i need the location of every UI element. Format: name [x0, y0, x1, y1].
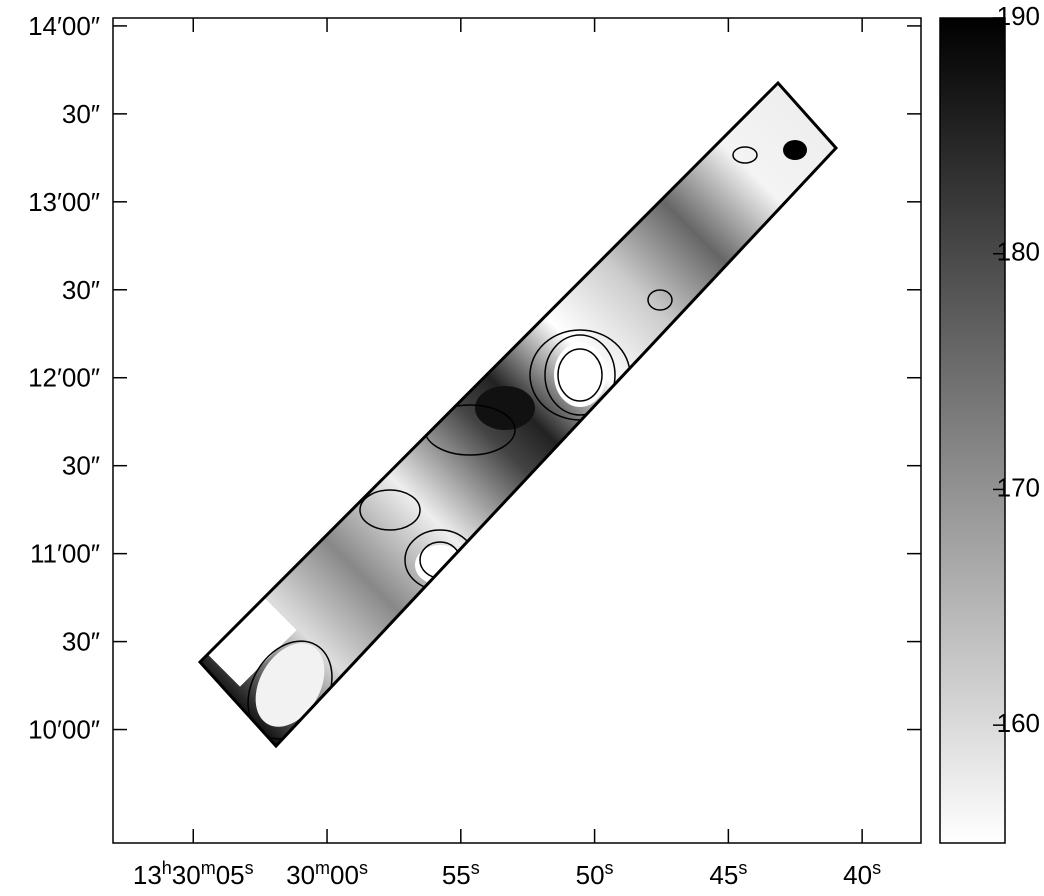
x-tick-label: 30m00s	[286, 858, 368, 890]
y-tick-label: 30″	[62, 627, 100, 657]
x-tick-label: 55s	[442, 858, 480, 890]
colorbar-tick-label: 190	[997, 1, 1040, 31]
y-tick-label: 13′00″	[28, 187, 100, 217]
plot-frame	[112, 17, 922, 844]
y-tick-label: 30″	[62, 451, 100, 481]
y-tick-label: 30″	[62, 275, 100, 305]
y-tick-label: 14′00″	[28, 11, 100, 41]
x-tick-label: 40s	[843, 858, 881, 890]
colorbar	[939, 17, 1006, 844]
colorbar-tick-label: 160	[997, 708, 1040, 738]
y-tick-label: 12′00″	[28, 363, 100, 393]
y-tick-label: 10′00″	[28, 715, 100, 745]
y-tick-label: 11′00″	[30, 539, 100, 569]
y-tick-label: 30″	[62, 99, 100, 129]
x-tick-label: 13h30m05s	[133, 858, 254, 890]
x-tick-label: 50s	[576, 858, 614, 890]
x-tick-label: 45s	[709, 858, 747, 890]
colorbar-tick-label: 180	[997, 237, 1040, 267]
map-image	[200, 83, 836, 746]
colorbar-tick-label: 170	[997, 472, 1040, 502]
